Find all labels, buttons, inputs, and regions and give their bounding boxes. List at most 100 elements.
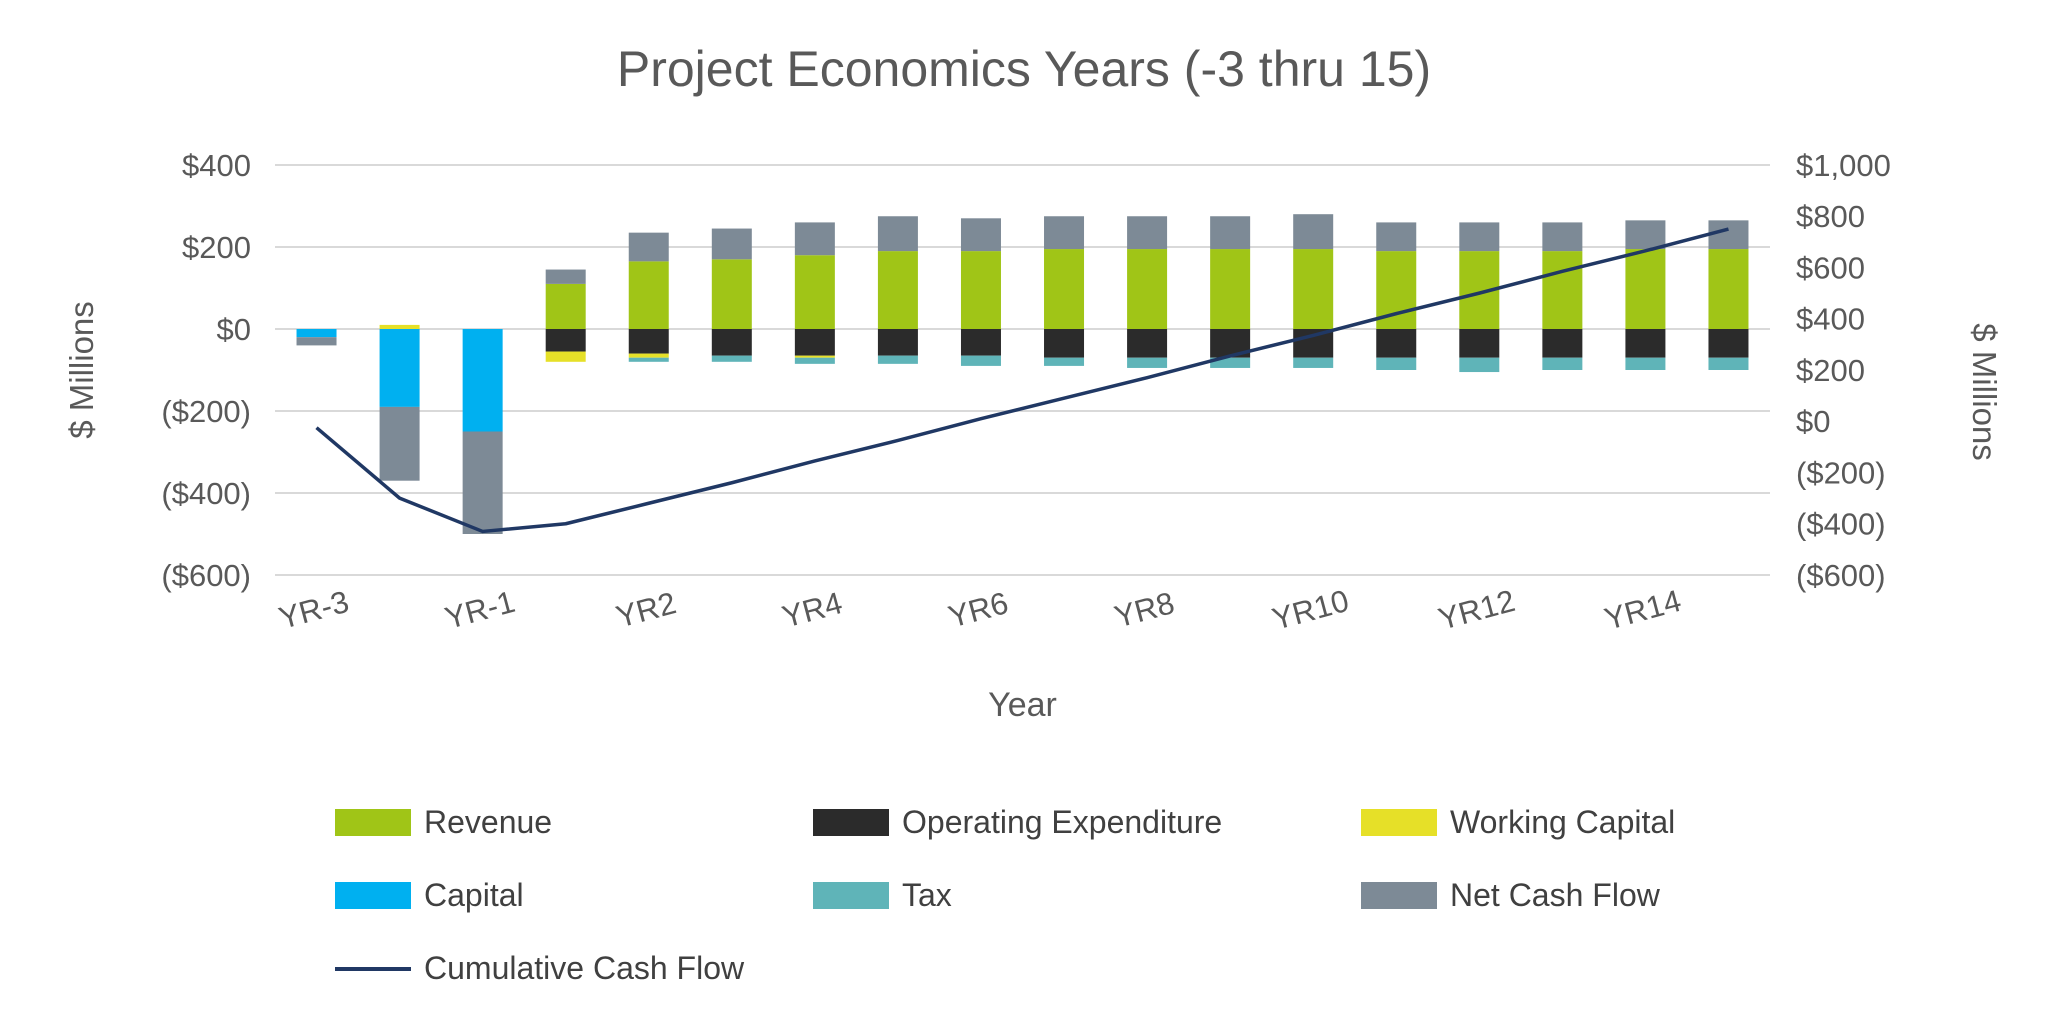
bar-segment-net-cash-flow	[877, 216, 918, 252]
bar-segment-net-cash-flow	[628, 232, 669, 262]
bar-segment-revenue	[628, 261, 669, 329]
right-axis-tick: ($400)	[1796, 507, 1886, 542]
bar-segment-operating-expenditure	[877, 329, 918, 356]
left-axis-tick: ($400)	[161, 476, 251, 511]
bar-segment-tax	[1210, 357, 1251, 368]
x-axis-tick: YR4	[778, 585, 845, 634]
bar-segment-net-cash-flow	[1293, 214, 1334, 250]
left-axis-tick: ($600)	[161, 558, 251, 593]
legend-item-operating-expenditure: Operating Expenditure	[813, 804, 1361, 841]
bar-segment-capital	[379, 329, 420, 407]
bar-segment-revenue	[1542, 251, 1583, 329]
legend-swatch-operating-expenditure	[813, 809, 889, 836]
cumulative-cash-flow-line	[315, 227, 1729, 534]
right-axis-tick: $0	[1796, 404, 1830, 439]
bar-segment-net-cash-flow	[379, 406, 420, 481]
bar-segment-operating-expenditure	[711, 329, 752, 356]
bar-segment-net-cash-flow	[296, 337, 337, 346]
bar-segment-operating-expenditure	[1127, 329, 1168, 358]
bar-segment-operating-expenditure	[1625, 329, 1666, 358]
legend-swatch-revenue	[335, 809, 411, 836]
bar-segment-working-capital	[545, 351, 586, 362]
bar-segment-tax	[711, 355, 752, 362]
legend: Revenue Operating Expenditure Working Ca…	[335, 804, 1675, 987]
legend-label-tax: Tax	[902, 877, 952, 913]
left-axis-tick: $400	[182, 148, 251, 183]
right-axis-tick: ($200)	[1796, 455, 1886, 490]
bar-segment-working-capital	[628, 353, 669, 358]
bar-segment-operating-expenditure	[1708, 329, 1749, 358]
bar-segment-operating-expenditure	[1542, 329, 1583, 358]
right-axis-tick: $400	[1796, 302, 1865, 337]
legend-swatch-tax	[813, 882, 889, 909]
bar-segment-tax	[1376, 357, 1417, 370]
bar-segment-operating-expenditure	[628, 329, 669, 354]
legend-item-capital: Capital	[335, 877, 813, 914]
bar-segment-net-cash-flow	[960, 218, 1001, 252]
x-axis-title: Year	[988, 686, 1057, 724]
bar-segment-net-cash-flow	[1542, 222, 1583, 252]
bar-segment-tax	[1293, 357, 1334, 368]
bar-segment-tax	[877, 355, 918, 364]
bar-segment-net-cash-flow	[1376, 222, 1417, 252]
legend-label-working-capital: Working Capital	[1450, 804, 1676, 840]
bar-segment-working-capital	[794, 355, 835, 358]
bar-segment-revenue	[1044, 249, 1085, 329]
left-axis-tick: $0	[217, 312, 251, 347]
bar-segment-tax	[960, 355, 1001, 366]
right-axis-tick: $800	[1796, 199, 1865, 234]
bar-segment-net-cash-flow	[545, 269, 586, 284]
legend-label-cumulative-cash-flow: Cumulative Cash Flow	[424, 950, 745, 986]
bar-segment-net-cash-flow	[794, 222, 835, 256]
legend-swatch-capital	[335, 882, 411, 909]
bar-segment-tax	[1625, 357, 1666, 370]
chart-title: Project Economics Years (-3 thru 15)	[616, 41, 1432, 97]
bar-segment-revenue	[877, 251, 918, 329]
left-axis-tick: $200	[182, 230, 251, 265]
left-axis-tick: ($200)	[161, 394, 251, 429]
bar-segment-net-cash-flow	[711, 228, 752, 260]
bar-segment-net-cash-flow	[1210, 216, 1251, 250]
bar-segment-revenue	[1708, 249, 1749, 329]
bar-segment-operating-expenditure	[794, 329, 835, 356]
x-axis-tick: YR12	[1435, 583, 1519, 637]
legend-label-capital: Capital	[424, 877, 524, 913]
bar-segment-capital	[462, 329, 503, 432]
bar-segment-net-cash-flow	[1625, 220, 1666, 250]
bar-segment-working-capital	[379, 324, 420, 329]
bar-segment-operating-expenditure	[1459, 329, 1500, 358]
legend-item-tax: Tax	[813, 877, 1361, 914]
right-axis-tick: $1,000	[1796, 148, 1891, 183]
bar-segment-revenue	[794, 255, 835, 329]
bar-segment-tax	[1542, 357, 1583, 370]
bar-segment-tax	[1459, 357, 1500, 373]
bar-segment-net-cash-flow	[462, 431, 503, 534]
bar-segment-revenue	[1625, 249, 1666, 329]
legend-swatch-cumulative-cash-flow	[335, 966, 411, 971]
bar-segment-operating-expenditure	[545, 329, 586, 352]
right-axis-tick: $600	[1796, 250, 1865, 285]
legend-label-net-cash-flow: Net Cash Flow	[1450, 877, 1660, 913]
bar-segment-tax	[628, 357, 669, 362]
legend-label-revenue: Revenue	[424, 804, 553, 840]
x-axis-tick: YR6	[945, 585, 1012, 634]
bar-segment-tax	[1044, 357, 1085, 366]
bar-segment-net-cash-flow	[1044, 216, 1085, 250]
bar-segment-tax	[1127, 357, 1168, 368]
bar-segment-revenue	[711, 259, 752, 329]
x-axis-tick: YR8	[1111, 585, 1178, 634]
bar-segment-operating-expenditure	[960, 329, 1001, 356]
right-axis-tick: $200	[1796, 353, 1865, 388]
bar-segment-operating-expenditure	[1376, 329, 1417, 358]
bar-segment-revenue	[545, 283, 586, 329]
bar-segment-revenue	[1210, 249, 1251, 329]
bar-segment-revenue	[960, 251, 1001, 329]
right-axis-tick: ($600)	[1796, 558, 1886, 593]
x-axis-tick: YR2	[612, 585, 679, 634]
legend-swatch-net-cash-flow	[1361, 882, 1437, 909]
x-axis-tick: YR14	[1601, 583, 1685, 637]
bar-segment-net-cash-flow	[1459, 222, 1500, 252]
bar-segment-revenue	[1293, 249, 1334, 329]
